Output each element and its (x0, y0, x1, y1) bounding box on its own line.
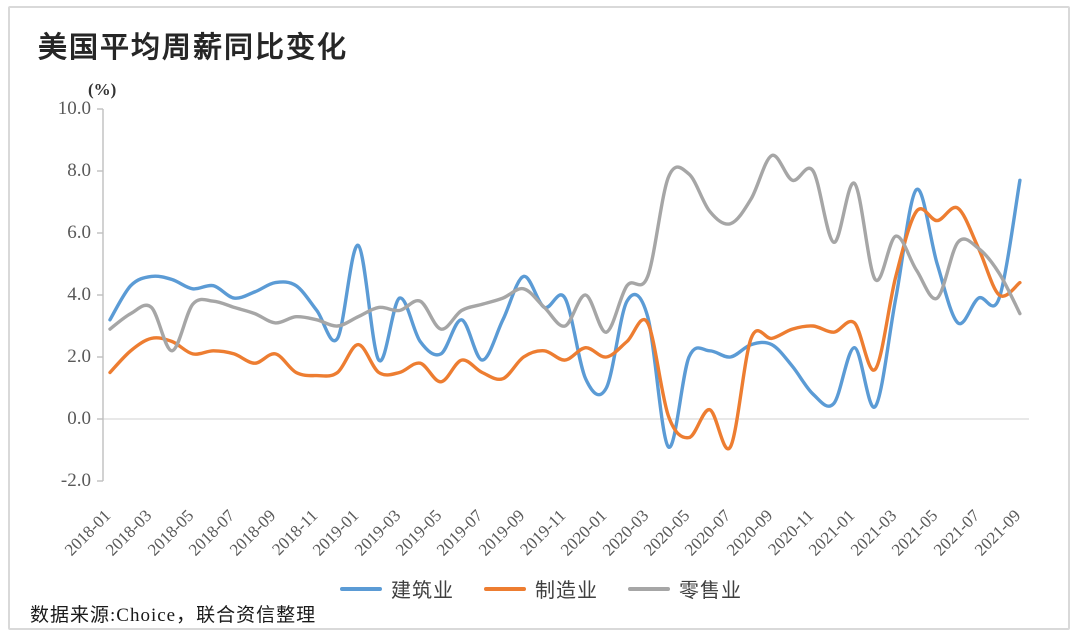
legend-label: 建筑业 (391, 580, 454, 602)
legend-item-建筑业: 建筑业 (340, 574, 454, 603)
legend-label: 制造业 (535, 580, 598, 602)
legend-item-零售业: 零售业 (628, 574, 742, 603)
chart-title: 美国平均周薪同比变化 (38, 32, 349, 64)
y-tick-label: -2.0 (60, 470, 91, 491)
chart-card: 美国平均周薪同比变化 (%) 10.0 8.0 6.0 4.0 2.0 0.0 -2.0 2… (8, 6, 1070, 630)
series-line-零售业 (108, 153, 1022, 353)
legend-line-swatch (484, 586, 526, 591)
legend-line-swatch (628, 586, 670, 591)
y-tick-label: 6.0 (67, 222, 91, 243)
series-line-建筑业 (108, 178, 1022, 449)
y-tick-label: 8.0 (67, 160, 91, 181)
legend-line-swatch (340, 586, 382, 591)
y-tick-label: 0.0 (67, 408, 91, 429)
legend-label: 零售业 (679, 580, 742, 602)
series-line-制造业 (108, 205, 1022, 451)
legend-item-制造业: 制造业 (484, 574, 598, 603)
y-axis-unit-label: (%) (88, 80, 117, 99)
source-note: 数据来源:Choice，联合资信整理 (30, 605, 317, 626)
y-tick-label: 10.0 (57, 98, 91, 119)
y-tick-label: 2.0 (67, 346, 91, 367)
line-chart-plot (97, 108, 1029, 482)
y-tick-label: 4.0 (67, 284, 91, 305)
chart-legend: 建筑业 制造业 零售业 (10, 574, 1072, 603)
